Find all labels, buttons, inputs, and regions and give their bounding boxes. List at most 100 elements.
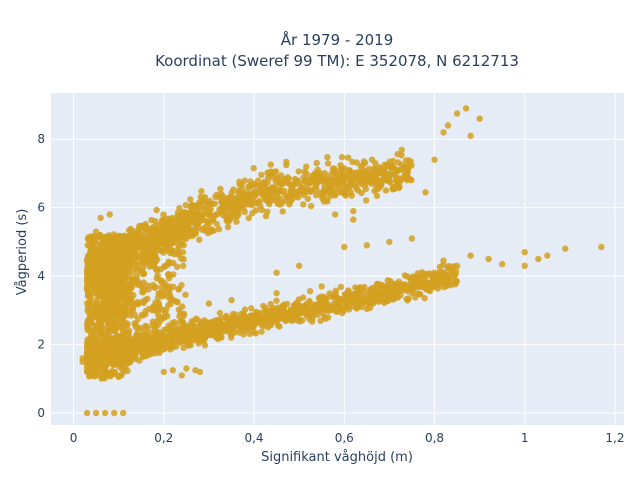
data-point [161, 228, 169, 235]
data-point [384, 290, 391, 297]
data-point [312, 183, 319, 190]
data-point [345, 287, 352, 294]
data-point [303, 163, 310, 170]
data-point [115, 373, 122, 380]
data-point [148, 244, 156, 251]
data-point [239, 325, 246, 333]
data-point [193, 219, 201, 226]
data-point [139, 346, 147, 353]
data-point [131, 311, 139, 319]
data-point [107, 342, 115, 349]
data-point [92, 228, 100, 235]
data-point [140, 326, 147, 333]
scatter-marks [79, 105, 605, 417]
data-point [286, 201, 293, 208]
data-point [396, 180, 403, 187]
data-point [521, 262, 528, 269]
data-point [144, 251, 151, 258]
data-point [499, 260, 506, 268]
data-point [374, 186, 381, 193]
data-point [88, 262, 95, 269]
data-point [212, 317, 219, 324]
data-point [421, 295, 428, 302]
data-point [104, 256, 111, 263]
data-point [324, 160, 332, 167]
data-point [175, 244, 182, 251]
data-point [216, 327, 224, 334]
y-axis-title: Vågperiod (s) [15, 209, 30, 296]
x-tick-label: 1 [521, 431, 529, 445]
data-point [213, 220, 220, 228]
data-point [137, 233, 144, 240]
y-tick-label: 6 [37, 201, 45, 215]
data-point [164, 238, 171, 245]
data-point [407, 158, 414, 165]
data-point [436, 263, 444, 271]
data-point [171, 226, 178, 233]
data-point [284, 300, 291, 308]
data-point [124, 360, 131, 367]
data-point [180, 256, 187, 263]
data-point [132, 323, 139, 330]
data-point [341, 177, 348, 184]
data-point [453, 262, 461, 269]
data-point [324, 198, 331, 205]
data-point [96, 356, 103, 363]
data-point [180, 344, 187, 351]
data-point [431, 156, 438, 163]
data-point [379, 282, 387, 290]
chart-title-line-2: Koordinat (Sweref 99 TM): E 352078, N 62… [155, 52, 519, 70]
data-point [324, 154, 331, 161]
data-point [264, 208, 271, 215]
data-point [93, 246, 101, 253]
data-point [138, 311, 146, 319]
data-point [544, 252, 551, 259]
data-point [390, 296, 397, 303]
x-tick-label: 0,6 [335, 431, 354, 445]
data-point [398, 146, 405, 153]
data-point [230, 186, 237, 193]
data-point [89, 328, 96, 335]
data-point [258, 171, 265, 179]
data-point [129, 343, 136, 350]
data-point [251, 181, 258, 189]
data-point [220, 193, 227, 200]
data-point [102, 341, 110, 348]
data-point [120, 262, 127, 269]
data-point [148, 216, 155, 224]
data-point [562, 245, 569, 252]
data-point [377, 290, 384, 297]
data-point [404, 168, 411, 176]
data-point [106, 279, 113, 287]
data-point [155, 301, 163, 308]
data-point [485, 255, 492, 263]
data-point [145, 340, 152, 347]
data-point [131, 276, 138, 283]
data-point [414, 270, 421, 277]
data-point [119, 309, 126, 316]
data-point [350, 207, 357, 215]
data-point [254, 199, 261, 206]
data-point [374, 296, 381, 303]
data-point [204, 210, 211, 217]
data-point [204, 217, 211, 225]
x-tick-label: 1,2 [605, 431, 624, 445]
data-point [93, 350, 100, 357]
data-point [313, 169, 321, 177]
data-point [274, 304, 281, 311]
data-point [389, 184, 396, 191]
data-point [187, 216, 194, 223]
data-point [298, 309, 306, 316]
data-point [198, 188, 205, 195]
data-point [281, 187, 288, 195]
data-point [79, 355, 86, 362]
data-point [125, 227, 133, 234]
data-point [94, 276, 101, 283]
data-point [346, 183, 354, 190]
data-point [299, 294, 307, 301]
data-point [103, 245, 111, 252]
x-tick-label: 0,8 [425, 431, 444, 445]
data-point [405, 295, 412, 302]
data-point [357, 297, 365, 304]
data-point [241, 208, 248, 216]
